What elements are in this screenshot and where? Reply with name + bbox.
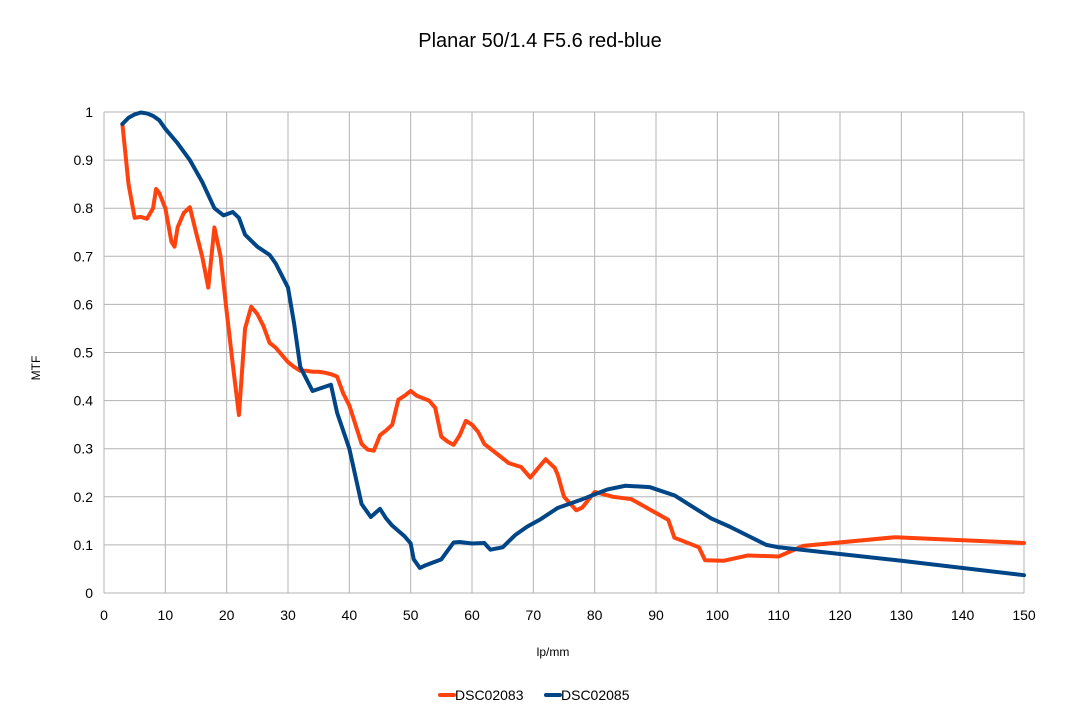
x-tick-label: 70 xyxy=(526,607,542,623)
x-tick-label: 10 xyxy=(158,607,174,623)
x-tick-label: 80 xyxy=(587,607,603,623)
grid-layer xyxy=(103,111,1025,594)
y-tick-label: 0.7 xyxy=(74,248,94,264)
legend: DSC02083 DSC02085 xyxy=(438,687,630,703)
y-tick-label: 0 xyxy=(85,585,93,601)
series-line-dsc02083 xyxy=(120,122,1026,563)
x-tick-label: 140 xyxy=(951,607,975,623)
x-tick-label: 0 xyxy=(100,607,108,623)
x-axis-label: lp/mm xyxy=(537,645,570,659)
legend-label: DSC02083 xyxy=(455,687,524,703)
series-line-dsc02085 xyxy=(120,110,1026,578)
x-tick-label: 120 xyxy=(828,607,852,623)
y-tick-label: 0.9 xyxy=(74,152,94,168)
y-tick-label: 0.3 xyxy=(74,441,94,457)
x-tick-label: 60 xyxy=(464,607,480,623)
tick-labels: 0 10 20 30 40 50 60 70 80 90 100 110 120 130 140 150 0 0.… xyxy=(74,104,1036,623)
series-layer xyxy=(120,110,1026,578)
y-tick-label: 0.4 xyxy=(74,393,94,409)
x-tick-label: 130 xyxy=(890,607,914,623)
y-tick-label: 0.5 xyxy=(74,345,94,361)
y-tick-label: 1 xyxy=(85,104,93,120)
x-tick-label: 150 xyxy=(1012,607,1036,623)
x-tick-label: 30 xyxy=(280,607,296,623)
x-tick-label: 40 xyxy=(342,607,358,623)
x-tick-label: 110 xyxy=(768,607,791,623)
x-tick-label: 90 xyxy=(648,607,664,623)
x-tick-label: 100 xyxy=(706,607,730,623)
x-tick-label: 50 xyxy=(403,607,419,623)
x-tick-label: 20 xyxy=(219,607,235,623)
y-tick-label: 0.2 xyxy=(74,489,94,505)
y-tick-label: 0.1 xyxy=(74,537,94,553)
y-tick-label: 0.6 xyxy=(74,296,94,312)
y-axis-label: MTF xyxy=(29,356,43,381)
y-tick-label: 0.8 xyxy=(74,200,94,216)
legend-label: DSC02085 xyxy=(561,687,630,703)
chart-title: Planar 50/1.4 F5.6 red-blue xyxy=(418,30,662,52)
